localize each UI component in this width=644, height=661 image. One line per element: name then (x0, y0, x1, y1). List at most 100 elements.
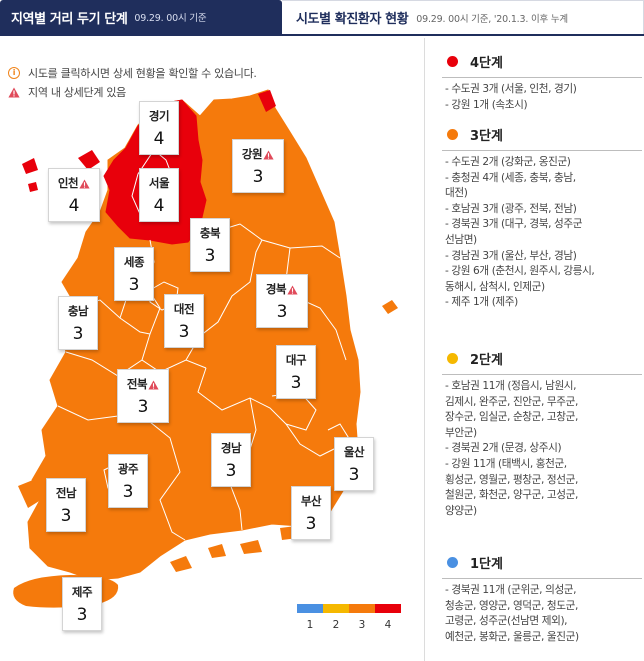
region-name: 서울 (148, 176, 170, 190)
level-item: - 강원 6개 (춘천시, 원주시, 강릉시, (445, 265, 595, 278)
legend-label: 1 (306, 619, 314, 631)
level-items: - 수도권 2개 (강화군, 옹진군) - 충청권 4개 (세종, 충북, 충남,… (445, 155, 641, 311)
legend-label: 4 (384, 619, 392, 631)
region-level: 3 (204, 246, 216, 266)
region-name: 대구 (285, 353, 307, 367)
region-daegu[interactable]: 대구 3 (276, 345, 316, 399)
tab-subtitle: 09.29. 00시 기준 (134, 13, 207, 24)
tab-bar: 지역별 거리 두기 단계 09.29. 00시 기준 시도별 확진환자 현황 0… (0, 0, 644, 36)
level-title: 2단계 (470, 353, 503, 368)
level-item: - 수도권 2개 (강화군, 옹진군) (445, 156, 571, 168)
level-item: - 충청권 4개 (세종, 충북, 충남, (445, 171, 576, 184)
level-item: 양양군) (445, 504, 477, 517)
korea-map: 경기 4 인천 4 서울 4 강원 3 충북 3 세종 3 충남 3 대전 3 (0, 80, 420, 660)
region-gyeongbuk[interactable]: 경북 3 (256, 274, 308, 328)
level-item: - 강원 11개 (태백시, 홍천군, (445, 457, 567, 470)
level-items: - 경북권 11개 (군위군, 의성군, 청송군, 영양군, 영덕군, 청도군, 고… (445, 583, 641, 645)
warning-icon (148, 379, 159, 390)
tab-confirmed-cases[interactable]: 시도별 확진환자 현황 09.29. 00시 기준, '20.1.3. 이후 누… (282, 0, 644, 34)
click-hint-text: 시도를 클릭하시면 상세 현황을 확인할 수 있습니다. (28, 67, 257, 80)
click-hint: i 시도를 클릭하시면 상세 현황을 확인할 수 있습니다. (8, 65, 257, 81)
legend-swatch (297, 604, 323, 613)
level-item: 청송군, 영양군, 영덕군, 청도군, (445, 599, 578, 612)
region-name: 부산 (300, 494, 322, 508)
detail-hint-text: 지역 내 상세단계 있음 (28, 86, 126, 99)
region-jeju[interactable]: 제주 3 (62, 577, 102, 631)
region-level: 3 (225, 461, 237, 481)
divider (442, 374, 642, 375)
level-items: - 수도권 3개 (서울, 인천, 경기) - 강원 1개 (속초시) (445, 82, 641, 113)
tab-subtitle: 09.29. 00시 기준, '20.1.3. 이후 누계 (416, 13, 568, 25)
level-item: 동해시, 삼척시, 인제군) (445, 280, 545, 293)
region-level: 3 (76, 605, 88, 625)
level-item: - 호남권 3개 (광주, 전북, 전남) (445, 202, 577, 215)
region-incheon[interactable]: 인천 4 (48, 168, 100, 222)
divider (442, 578, 642, 579)
region-chungbuk[interactable]: 충북 3 (190, 218, 230, 272)
region-jeonbuk[interactable]: 전북 3 (117, 369, 169, 423)
region-level: 3 (60, 506, 72, 526)
region-name: 충북 (199, 226, 221, 240)
region-gwangju[interactable]: 광주 3 (108, 454, 148, 508)
level-item: - 강원 1개 (속초시) (445, 98, 528, 111)
divider (442, 150, 642, 151)
region-level: 4 (68, 196, 80, 216)
region-name: 경남 (220, 441, 242, 455)
level-item: - 경북권 3개 (대구, 경북, 성주군 (445, 218, 583, 231)
region-level: 3 (72, 324, 84, 344)
level-item: 대전) (445, 187, 468, 200)
region-name: 광주 (117, 462, 139, 476)
legend-level-3: 3 (349, 604, 375, 631)
region-seoul[interactable]: 서울 4 (139, 168, 179, 222)
level-item: - 경북권 11개 (군위군, 의성군, (445, 584, 577, 596)
region-jeonnam[interactable]: 전남 3 (46, 478, 86, 532)
level-title: 4단계 (470, 56, 503, 71)
region-chungnam[interactable]: 충남 3 (58, 296, 98, 350)
region-level: 4 (153, 129, 165, 149)
level-dot (447, 557, 458, 568)
level-items: - 호남권 11개 (정읍시, 남원시, 김제시, 완주군, 진안군, 무주군, 장… (445, 379, 641, 519)
legend-label: 3 (358, 619, 366, 631)
region-gyeongnam[interactable]: 경남 3 (211, 433, 251, 487)
level-item: - 수도권 3개 (서울, 인천, 경기) (445, 83, 577, 95)
region-name: 대전 (173, 302, 195, 316)
region-level: 3 (290, 373, 302, 393)
region-name: 제주 (71, 585, 93, 599)
level-4-section: 4단계 - 수도권 3개 (서울, 인천, 경기) - 강원 1개 (속초시) (425, 52, 644, 113)
tab-distancing-levels[interactable]: 지역별 거리 두기 단계 09.29. 00시 기준 (0, 0, 282, 34)
region-sejong[interactable]: 세종 3 (114, 247, 154, 301)
level-dot (447, 353, 458, 364)
region-name: 충남 (67, 304, 89, 318)
warning-icon (79, 178, 90, 189)
level-item: - 제주 1개 (제주) (445, 296, 518, 309)
region-level: 3 (122, 482, 134, 502)
region-ulsan[interactable]: 울산 3 (334, 437, 374, 491)
info-icon: i (8, 67, 20, 79)
level-item: 장수군, 임실군, 순창군, 고창군, (445, 411, 578, 424)
region-busan[interactable]: 부산 3 (291, 486, 331, 540)
level-item: 선남면) (445, 233, 477, 246)
region-level: 3 (348, 465, 360, 485)
region-daejeon[interactable]: 대전 3 (164, 294, 204, 348)
legend-label: 2 (332, 619, 340, 631)
level-item: - 경남권 3개 (울산, 부산, 경남) (445, 249, 577, 262)
region-level: 3 (252, 167, 264, 187)
detail-hint: 지역 내 상세단계 있음 (8, 84, 126, 100)
region-name: 경북 (265, 282, 287, 296)
level-1-section: 1단계 - 경북권 11개 (군위군, 의성군, 청송군, 영양군, 영덕군, 청… (425, 553, 644, 645)
region-name: 세종 (123, 255, 145, 269)
level-detail-panel: 4단계 - 수도권 3개 (서울, 인천, 경기) - 강원 1개 (속초시) 3… (424, 38, 644, 661)
region-gangwon[interactable]: 강원 3 (232, 139, 284, 193)
level-2-section: 2단계 - 호남권 11개 (정읍시, 남원시, 김제시, 완주군, 진안군, 무… (425, 349, 644, 519)
level-item: 고령군, 성주군(선남면 제외), (445, 615, 568, 628)
region-gyeonggi[interactable]: 경기 4 (139, 101, 179, 155)
legend-swatch (349, 604, 375, 613)
tab-title: 지역별 거리 두기 단계 (11, 11, 128, 27)
level-dot (447, 129, 458, 140)
region-name: 인천 (57, 176, 79, 190)
level-item: - 호남권 11개 (정읍시, 남원시, (445, 380, 577, 392)
warning-icon (8, 86, 20, 98)
region-level: 3 (128, 275, 140, 295)
level-title: 3단계 (470, 129, 503, 144)
level-3-section: 3단계 - 수도권 2개 (강화군, 옹진군) - 충청권 4개 (세종, 충북,… (425, 125, 644, 311)
